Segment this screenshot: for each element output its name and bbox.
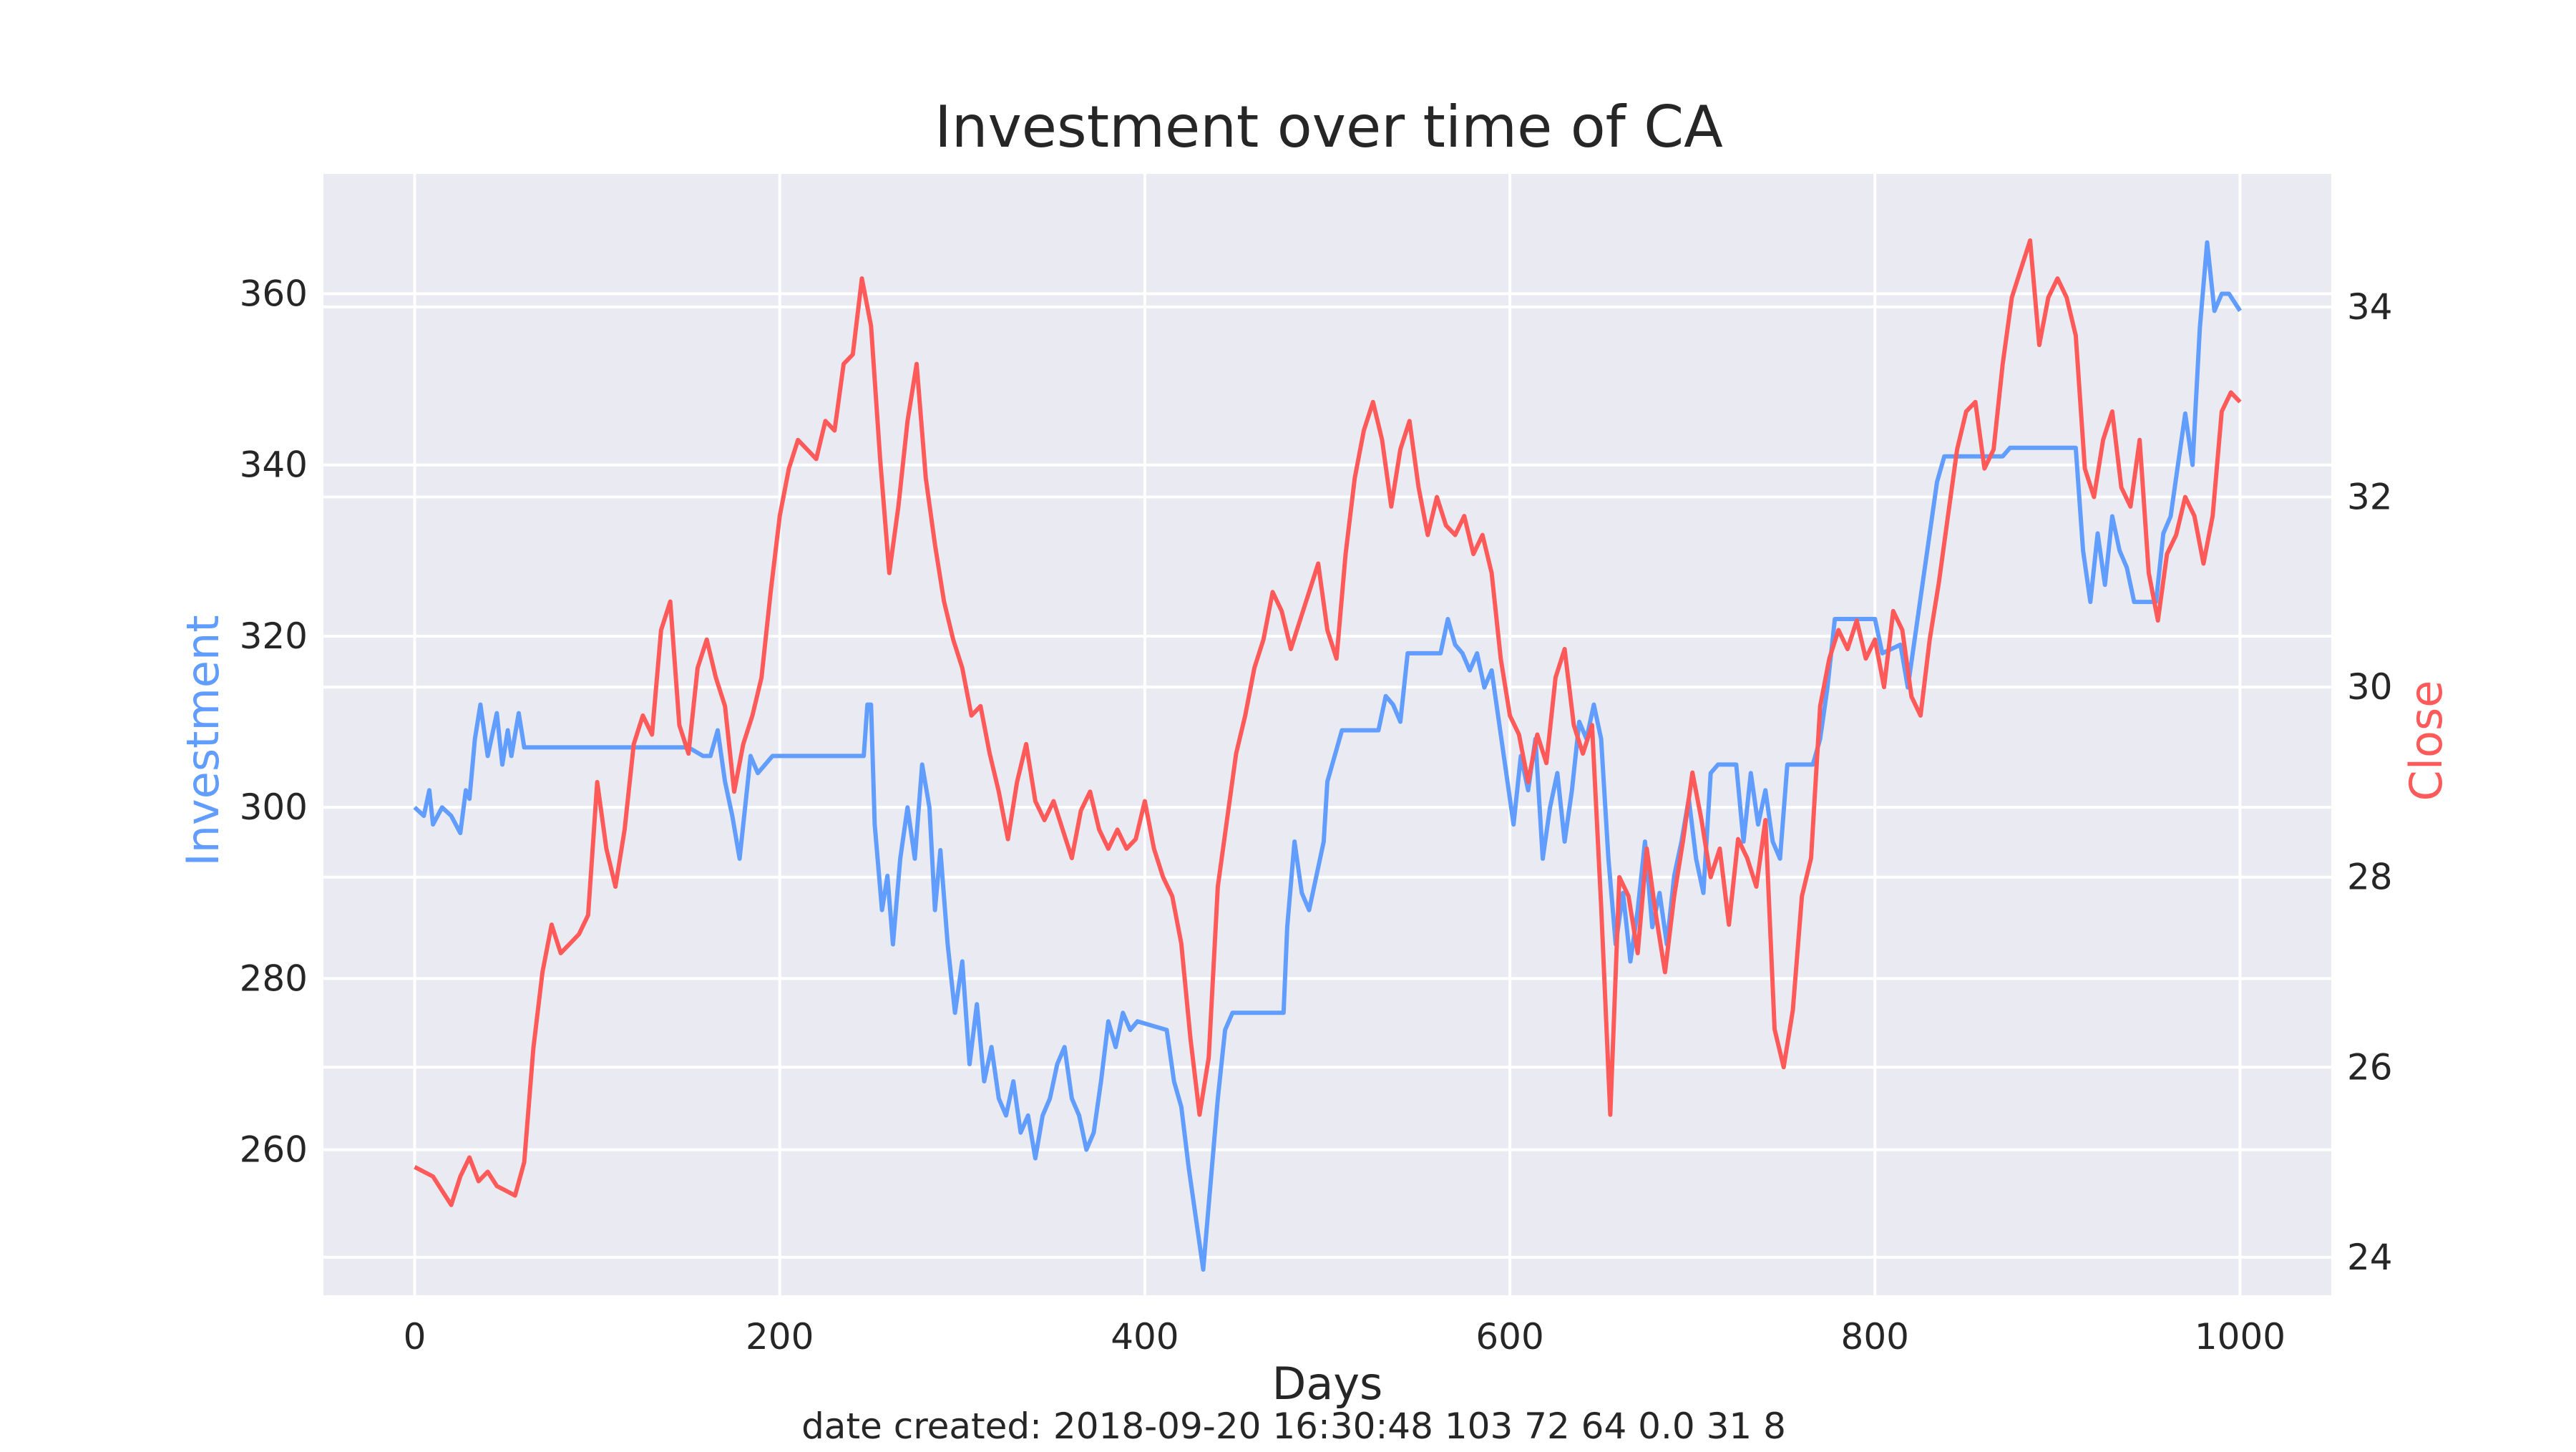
y-right-tick-label: 26	[2347, 1046, 2393, 1088]
y-right-tick-label: 28	[2347, 857, 2393, 898]
y-left-tick-label: 280	[240, 958, 308, 999]
x-tick-label: 600	[1475, 1316, 1543, 1358]
x-tick-label: 200	[746, 1316, 814, 1358]
y-left-tick-label: 260	[240, 1129, 308, 1171]
x-tick-label: 400	[1111, 1316, 1179, 1358]
series-line-investment	[413, 240, 2243, 1272]
plot-area	[323, 174, 2331, 1295]
tick-labels: 0 200 400 600 800 1000 260 280 300 320 340 360 24 26 2…	[240, 273, 2393, 1358]
y-left-tick-label: 360	[240, 273, 308, 314]
y-left-tick-label: 300	[240, 786, 308, 828]
x-axis-label: Days	[1272, 1358, 1383, 1410]
y-left-tick-label: 340	[240, 444, 308, 486]
y-left-tick-label: 320	[240, 615, 308, 657]
x-tick-label: 1000	[2195, 1316, 2285, 1358]
series-line-close	[414, 238, 2242, 1207]
y-right-tick-label: 30	[2347, 666, 2393, 708]
y-right-tick-label: 24	[2347, 1237, 2393, 1278]
x-tick-label: 800	[1841, 1316, 1909, 1358]
series-group	[413, 238, 2243, 1272]
y-axis-right-label: Close	[2400, 681, 2452, 801]
y-axis-left-label: Investment	[177, 615, 229, 866]
y-right-tick-label: 34	[2347, 286, 2393, 328]
x-tick-label: 0	[404, 1316, 426, 1358]
footer-caption: date created: 2018-09-20 16:30:48 103 72…	[801, 1405, 1786, 1447]
chart-title: Investment over time of CA	[935, 94, 1723, 160]
y-right-tick-label: 32	[2347, 477, 2393, 518]
